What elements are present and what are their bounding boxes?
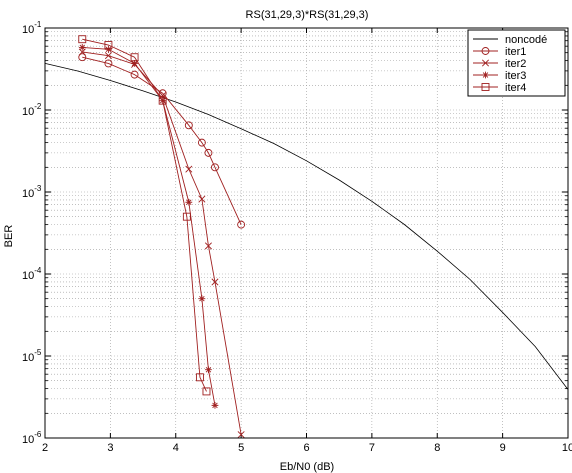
y-tick-label: 10-2: [22, 102, 42, 118]
x-tick-label: 6: [303, 442, 309, 454]
marker-x: [204, 242, 212, 250]
x-axis-label: Eb/N0 (dB): [280, 461, 334, 473]
x-tick-label: 3: [107, 442, 113, 454]
marker-star: [482, 71, 489, 79]
series-line: [82, 56, 242, 225]
legend-label: iter3: [505, 70, 526, 82]
marker-x: [237, 431, 245, 439]
series-noncodé: [44, 63, 569, 390]
y-axis-label: BER: [3, 225, 15, 248]
marker-circle: [184, 121, 193, 130]
x-tick-label: 8: [434, 442, 440, 454]
data-series: [44, 35, 569, 439]
legend-label: iter1: [505, 46, 526, 58]
series-iter4: [78, 35, 211, 396]
marker-square: [104, 41, 113, 49]
series-line: [44, 63, 569, 390]
marker-square: [158, 96, 167, 105]
marker-circle: [481, 47, 490, 55]
marker-circle: [204, 148, 213, 157]
marker-star: [78, 43, 86, 51]
legend-label: iter2: [505, 58, 526, 70]
marker-circle: [104, 59, 113, 68]
legend-label: iter4: [505, 82, 526, 94]
marker-square: [195, 373, 204, 382]
marker-square: [481, 83, 490, 91]
y-tick-label: 10-6: [22, 430, 42, 446]
marker-square: [130, 53, 139, 62]
plot-frame: [44, 27, 569, 439]
series-line: [82, 38, 207, 392]
x-tick-label: 10: [562, 442, 572, 454]
series-line: [82, 46, 216, 406]
marker-square: [202, 387, 211, 396]
marker-x: [104, 52, 112, 60]
marker-star: [105, 45, 112, 53]
legend-entry: iter1: [473, 46, 526, 58]
legend-label: noncodé: [505, 34, 547, 46]
y-tick-label: 10-5: [22, 348, 42, 364]
marker-square: [182, 212, 191, 221]
marker-star: [185, 198, 193, 206]
legend-entry: iter4: [473, 82, 526, 94]
marker-star: [211, 401, 219, 409]
marker-circle: [130, 70, 139, 79]
marker-circle: [78, 53, 87, 62]
x-tick-label: 4: [173, 442, 179, 454]
marker-circle: [197, 138, 206, 147]
marker-star: [131, 60, 138, 67]
marker-star: [205, 366, 212, 374]
x-tick-label: 2: [42, 442, 48, 454]
legend-entry: noncodé: [473, 34, 547, 46]
marker-star: [198, 295, 206, 303]
marker-x: [198, 195, 206, 203]
x-tick-label: 9: [500, 442, 506, 454]
grid-lines: [45, 28, 568, 438]
chart-title: RS(31,29,3)*RS(31,29,3): [246, 9, 369, 21]
legend-entry: iter3: [473, 70, 526, 82]
legend-entry: iter2: [473, 58, 526, 70]
y-tick-label: 10-3: [22, 184, 42, 200]
marker-x: [481, 59, 490, 67]
series-iter1: [78, 53, 246, 229]
y-tick-label: 10-1: [22, 20, 42, 36]
marker-circle: [211, 163, 219, 172]
x-tick-label: 7: [369, 442, 375, 454]
marker-square: [78, 35, 87, 44]
marker-circle: [237, 220, 246, 229]
x-tick-label: 5: [238, 442, 244, 454]
y-tick-label: 10-4: [22, 266, 42, 282]
marker-x: [211, 278, 219, 286]
marker-x: [185, 165, 193, 173]
